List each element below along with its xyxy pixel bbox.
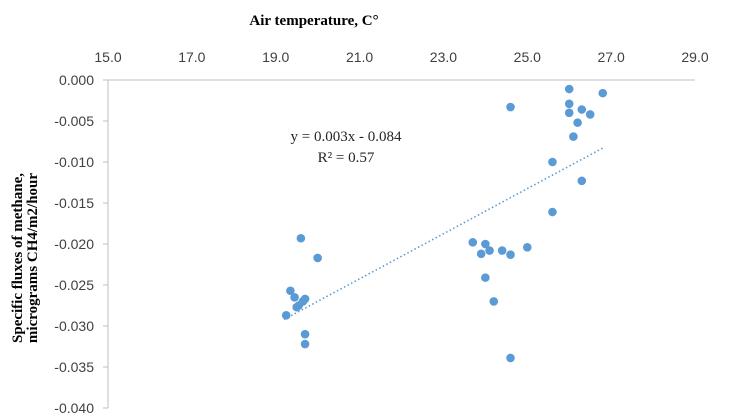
data-point [506, 353, 515, 363]
data-point [506, 102, 515, 112]
y-tick-label: -0.020 [54, 236, 94, 252]
data-point [577, 105, 587, 114]
data-point [506, 250, 515, 259]
y-tick-label: -0.005 [54, 113, 94, 129]
x-tick-label: 29.0 [681, 49, 708, 65]
trendline-equation-text: y = 0.003x - 0.084 [291, 129, 402, 145]
data-point [564, 84, 574, 94]
y-tick-label: -0.015 [54, 195, 94, 211]
y-tick-label: -0.040 [54, 400, 94, 416]
data-point [300, 339, 310, 349]
x-tick-label: 25.0 [514, 49, 541, 65]
data-point [577, 176, 587, 186]
data-point [290, 293, 299, 302]
x-tick-label: 21.0 [346, 49, 373, 65]
x-tick-label: 15.0 [94, 49, 121, 65]
data-point [300, 294, 310, 304]
data-point [548, 157, 557, 167]
y-tick-label: -0.010 [54, 154, 94, 170]
y-axis-title-line-1: Specific fluxes of methane, [10, 173, 26, 343]
data-point [481, 273, 490, 282]
y-axis-title-line-2: micrograms CH4/m2/hour [25, 173, 41, 343]
data-point [522, 242, 532, 252]
trendline-r2-text: R² = 0.57 [318, 150, 375, 166]
data-point [564, 108, 574, 118]
x-tick-label: 17.0 [178, 49, 205, 65]
y-tick-label: 0.000 [59, 72, 94, 88]
data-point [598, 88, 608, 98]
data-point [497, 246, 507, 255]
x-tick-label: 23.0 [430, 49, 457, 65]
data-point [286, 286, 295, 296]
y-tick-label: -0.030 [54, 318, 94, 334]
data-point [585, 110, 595, 119]
data-point [468, 238, 478, 247]
data-point [569, 132, 578, 141]
data-point [481, 239, 490, 249]
data-point [564, 99, 574, 109]
data-points [281, 84, 608, 363]
data-point [313, 253, 322, 263]
data-point [300, 329, 310, 339]
y-tick-label: -0.025 [54, 277, 94, 293]
y-axis-title: Specific fluxes of methane, micrograms C… [10, 173, 41, 343]
trendline [283, 147, 604, 321]
data-point [281, 311, 291, 320]
x-tick-label: 19.0 [262, 49, 289, 65]
data-point [489, 297, 499, 306]
data-point [476, 249, 486, 259]
y-tick-label: -0.035 [54, 359, 94, 375]
x-axis-title: Air temperature, C° [249, 13, 378, 29]
x-tick-labels: 15.0 17.0 19.0 21.0 23.0 25.0 27.0 29.0 [94, 49, 708, 65]
x-tick-label: 27.0 [598, 49, 625, 65]
data-point [296, 233, 306, 243]
trendline-equation: y = 0.003x - 0.084 R² = 0.57 [291, 129, 402, 166]
data-point [485, 246, 494, 255]
y-tick-labels: 0.000 -0.005 -0.010 -0.015 -0.020 -0.025 -0.03… [54, 72, 108, 416]
data-point [548, 207, 557, 217]
data-point [573, 118, 582, 127]
